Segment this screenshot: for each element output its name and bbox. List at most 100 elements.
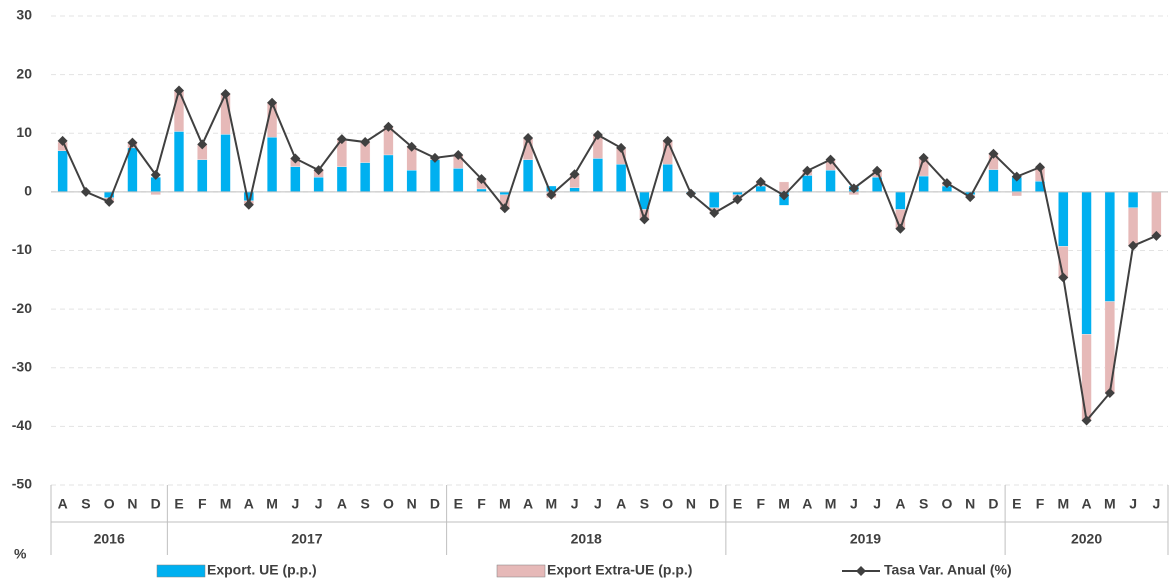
- x-tick-label: O: [383, 496, 394, 512]
- bar: [1011, 191, 1022, 197]
- bar: [1081, 191, 1092, 335]
- y-tick-label: 30: [16, 7, 32, 23]
- x-tick-label: F: [477, 496, 486, 512]
- x-tick-label: S: [360, 496, 369, 512]
- x-tick-label: A: [337, 496, 347, 512]
- marker: [1081, 415, 1092, 426]
- bar: [429, 159, 441, 193]
- bar: [290, 166, 301, 193]
- marker: [895, 223, 906, 234]
- bar: [1081, 334, 1092, 421]
- bar: [988, 169, 999, 193]
- bar: [197, 159, 208, 193]
- x-tick-label: N: [127, 496, 137, 512]
- x-tick-label: N: [407, 496, 417, 512]
- x-tick-label: F: [198, 496, 207, 512]
- y-tick-label: -10: [12, 241, 32, 257]
- x-tick-label: A: [895, 496, 905, 512]
- legend-label: Export Extra-UE (p.p.): [547, 562, 692, 578]
- bar: [336, 166, 347, 193]
- marker: [1011, 171, 1022, 182]
- marker: [546, 189, 557, 200]
- y-tick-label: -20: [12, 300, 32, 316]
- x-tick-label: M: [545, 496, 557, 512]
- x-tick-label: A: [244, 496, 254, 512]
- x-tick-label: J: [291, 496, 299, 512]
- x-tick-label: M: [220, 496, 232, 512]
- bar: [523, 159, 534, 193]
- marker: [104, 196, 115, 207]
- marker: [57, 135, 68, 146]
- marker: [1128, 240, 1139, 251]
- marker: [453, 149, 464, 160]
- x-tick-label: M: [499, 496, 511, 512]
- marker: [267, 97, 278, 108]
- bar: [453, 168, 464, 193]
- marker: [872, 165, 883, 176]
- x-tick-label: J: [571, 496, 579, 512]
- marker: [243, 199, 254, 210]
- bar: [1104, 191, 1115, 302]
- marker: [336, 134, 347, 145]
- legend-swatch: [856, 566, 866, 576]
- bar: [895, 191, 906, 210]
- bar: [569, 187, 580, 193]
- marker: [685, 188, 696, 199]
- marker: [429, 152, 440, 163]
- bar: [406, 170, 417, 193]
- bar: [1128, 191, 1139, 208]
- marker: [383, 121, 394, 132]
- marker: [941, 178, 952, 189]
- x-tick-label: O: [662, 496, 673, 512]
- bar: [1104, 301, 1115, 394]
- legend-swatch: [496, 564, 546, 578]
- marker: [825, 154, 836, 165]
- x-tick-label: J: [315, 496, 323, 512]
- x-tick-label: F: [756, 496, 765, 512]
- marker: [1104, 387, 1115, 398]
- bar: [1151, 191, 1162, 236]
- bar: [802, 175, 813, 193]
- x-tick-label: N: [686, 496, 696, 512]
- x-tick-label: A: [523, 496, 533, 512]
- marker: [988, 148, 999, 159]
- marker: [290, 153, 301, 164]
- bar: [592, 158, 603, 193]
- bar: [220, 134, 231, 193]
- x-tick-label: J: [873, 496, 881, 512]
- marker: [499, 203, 510, 214]
- year-label: 2020: [1071, 531, 1102, 547]
- marker: [313, 165, 324, 176]
- bar: [825, 170, 836, 193]
- marker: [616, 142, 627, 153]
- x-tick-label: E: [1012, 496, 1021, 512]
- year-label: 2018: [571, 531, 602, 547]
- x-tick-label: S: [640, 496, 649, 512]
- marker: [150, 169, 161, 180]
- x-tick-label: A: [616, 496, 626, 512]
- x-tick-label: J: [1152, 496, 1160, 512]
- bar: [267, 137, 278, 193]
- x-tick-label: J: [1129, 496, 1137, 512]
- x-tick-label: S: [81, 496, 90, 512]
- year-label: 2017: [291, 531, 322, 547]
- bar: [918, 175, 929, 193]
- x-tick-label: J: [850, 496, 858, 512]
- x-tick-label: D: [988, 496, 998, 512]
- marker: [80, 186, 91, 197]
- marker: [709, 207, 720, 218]
- x-tick-label: A: [802, 496, 812, 512]
- y-tick-label: 10: [16, 124, 32, 140]
- x-tick-label: O: [104, 496, 115, 512]
- marker: [523, 132, 534, 143]
- bar: [1058, 191, 1069, 247]
- marker: [592, 130, 603, 141]
- x-tick-label: J: [594, 496, 602, 512]
- bar: [709, 191, 720, 208]
- bar: [173, 131, 185, 193]
- marker: [220, 88, 231, 99]
- year-label: 2019: [850, 531, 881, 547]
- marker: [802, 165, 813, 176]
- x-tick-label: M: [266, 496, 278, 512]
